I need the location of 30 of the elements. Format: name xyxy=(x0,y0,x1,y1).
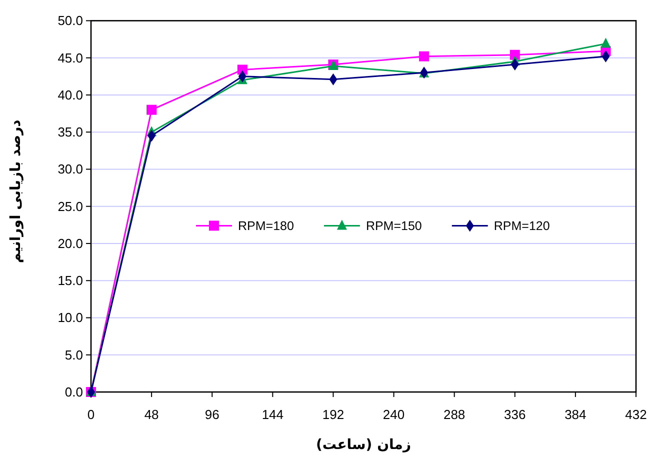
x-tick-label: 0 xyxy=(87,407,95,422)
y-tick-label: 25.0 xyxy=(58,198,83,214)
y-tick-label: 5.0 xyxy=(64,347,83,362)
x-tick-label: 336 xyxy=(504,407,526,422)
legend-label: RPM=120 xyxy=(494,219,550,234)
x-tick-label: 192 xyxy=(322,407,344,422)
x-tick-label: 432 xyxy=(625,407,647,422)
x-tick-label: 384 xyxy=(564,407,586,422)
y-axis-title: درصد بازیابی اورانیم xyxy=(8,120,24,264)
y-tick-label: 30.0 xyxy=(58,162,83,177)
x-tick-label: 240 xyxy=(382,407,405,422)
point xyxy=(600,38,611,48)
point xyxy=(419,51,430,62)
legend-label: RPM=150 xyxy=(366,219,422,234)
y-tick-label: 20.0 xyxy=(58,236,83,251)
y-tick-label: 15.0 xyxy=(58,273,83,288)
point xyxy=(510,50,520,60)
y-tick-label: 45.0 xyxy=(58,50,83,66)
y-tick-label: 10.0 xyxy=(58,310,83,326)
x-tick-label: 288 xyxy=(443,407,466,422)
y-tick-label: 40.0 xyxy=(58,87,83,102)
x-tick-label: 144 xyxy=(262,407,284,422)
x-tick-label: 48 xyxy=(144,407,159,422)
legend-label: RPM=180 xyxy=(238,219,294,234)
y-tick-label: 50.0 xyxy=(58,13,83,28)
y-tick-label: 35.0 xyxy=(58,124,83,140)
point xyxy=(146,104,157,115)
x-axis-title: زمان (ساعت) xyxy=(316,437,412,453)
y-tick-label: 0.0 xyxy=(64,384,83,400)
x-tick-label: 96 xyxy=(204,407,220,422)
